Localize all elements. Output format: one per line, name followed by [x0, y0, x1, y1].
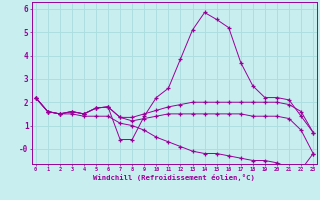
X-axis label: Windchill (Refroidissement éolien,°C): Windchill (Refroidissement éolien,°C): [93, 174, 255, 181]
